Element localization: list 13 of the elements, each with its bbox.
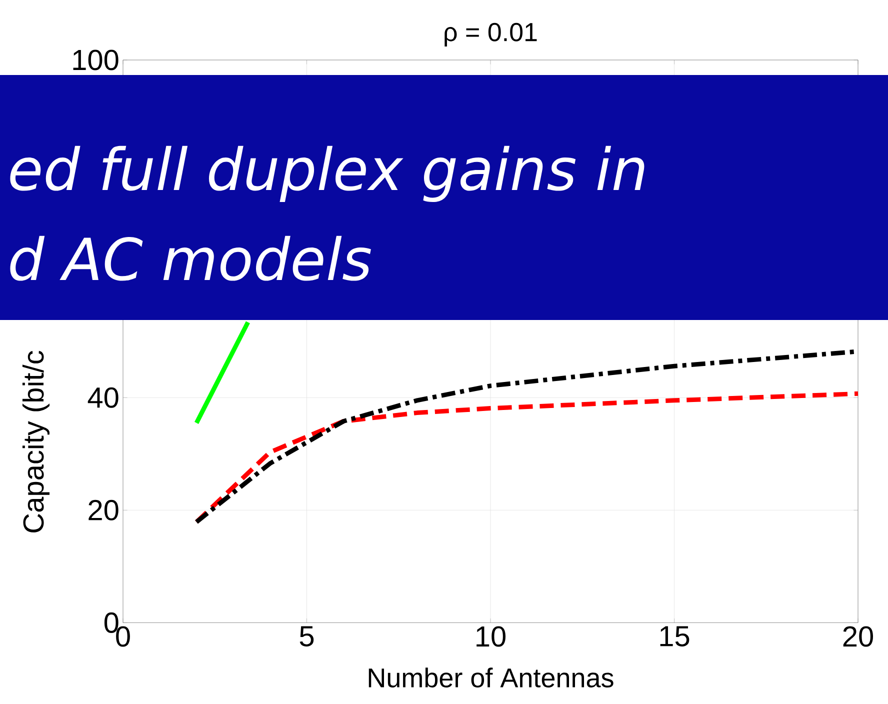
y-tick-label: 40 <box>88 387 118 408</box>
x-axis-title: Number of Antennas <box>368 668 614 688</box>
x-tick-label: 5 <box>300 626 314 646</box>
chart-title: ρ = 0.01 <box>444 22 537 46</box>
y-tick-label: 0 <box>104 612 118 633</box>
annotation: ed full duplex gains in <box>10 146 644 202</box>
x-tick-label: 15 <box>660 626 690 646</box>
annotation: d AC models <box>10 236 371 281</box>
x-tick-label: 20 <box>843 626 873 647</box>
y-tick-label: 100 <box>73 50 118 70</box>
y-axis-title: Capacity (bit/c <box>22 350 50 532</box>
y-tick-label: 20 <box>88 500 118 520</box>
x-tick-label: 10 <box>476 626 506 647</box>
